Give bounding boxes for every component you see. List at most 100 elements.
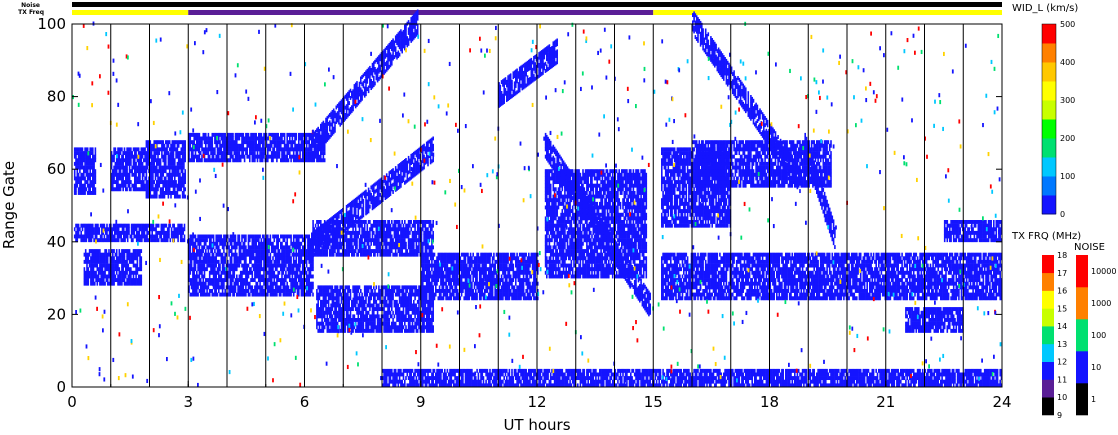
echo-cell bbox=[130, 162, 132, 166]
echo-cell bbox=[259, 271, 261, 275]
echo-cell bbox=[235, 289, 237, 293]
echo-cell bbox=[288, 285, 290, 289]
echo-cell bbox=[219, 249, 221, 253]
echo-cell bbox=[244, 242, 246, 246]
echo-cell bbox=[88, 278, 90, 282]
echo-cell bbox=[327, 253, 329, 257]
echo-cell bbox=[365, 245, 367, 249]
echo-cell bbox=[245, 235, 247, 239]
echo-cell bbox=[78, 231, 80, 235]
echo-cell bbox=[129, 166, 131, 170]
echo-cell bbox=[390, 224, 392, 228]
echo-cell bbox=[272, 285, 274, 289]
echo-cell bbox=[249, 282, 251, 286]
echo-cell bbox=[86, 238, 88, 242]
echo-cell bbox=[323, 329, 325, 333]
echo-cell bbox=[432, 235, 434, 239]
echo-cell bbox=[356, 238, 358, 242]
echo-cell bbox=[328, 289, 330, 293]
echo-cell bbox=[301, 242, 303, 246]
echo-cell bbox=[240, 158, 242, 162]
echo-cell bbox=[159, 151, 161, 155]
echo-cell bbox=[336, 307, 338, 311]
echo-cell bbox=[392, 318, 394, 322]
echo-cell bbox=[142, 177, 144, 181]
echo-cell bbox=[370, 296, 372, 300]
echo-cell bbox=[135, 173, 137, 177]
echo-cell bbox=[130, 158, 132, 162]
echo-cell bbox=[262, 285, 264, 289]
echo-cell bbox=[144, 147, 146, 151]
echo-cell bbox=[104, 224, 106, 228]
echo-cell bbox=[208, 249, 210, 253]
echo-cell bbox=[285, 278, 287, 282]
echo-cell bbox=[277, 275, 279, 279]
echo-cell bbox=[361, 224, 363, 228]
echo-cell bbox=[249, 155, 251, 159]
echo-cell bbox=[257, 282, 259, 286]
echo-cell bbox=[374, 318, 376, 322]
echo-cell bbox=[283, 271, 285, 275]
echo-cell bbox=[184, 144, 186, 148]
echo-cell bbox=[215, 256, 217, 260]
echo-cell bbox=[212, 137, 214, 141]
echo-cell bbox=[236, 275, 238, 279]
echo-cell bbox=[239, 137, 241, 141]
echo-cell bbox=[232, 133, 234, 137]
echo-cell bbox=[235, 249, 237, 253]
echo-cell bbox=[228, 245, 230, 249]
echo-cell bbox=[367, 227, 369, 231]
echo-cell bbox=[122, 155, 124, 159]
echo-cell bbox=[166, 147, 168, 151]
echo-cell bbox=[245, 238, 247, 242]
echo-cell bbox=[230, 158, 232, 162]
echo-cell bbox=[138, 147, 140, 151]
echo-cell bbox=[391, 300, 393, 304]
echo-cell bbox=[361, 238, 363, 242]
echo-cell bbox=[147, 166, 149, 170]
echo-cell bbox=[279, 238, 281, 242]
echo-cell bbox=[190, 249, 192, 253]
echo-cell bbox=[339, 238, 341, 242]
echo-cell bbox=[290, 249, 292, 253]
echo-cell bbox=[276, 158, 278, 162]
echo-cell bbox=[338, 249, 340, 253]
echo-cell bbox=[350, 314, 352, 318]
echo-cell bbox=[93, 162, 95, 166]
echo-cell bbox=[302, 137, 304, 141]
echo-cell bbox=[312, 224, 314, 228]
echo-cell bbox=[296, 260, 298, 264]
echo-cell bbox=[141, 264, 143, 268]
echo-cell bbox=[153, 144, 155, 148]
echo-cell bbox=[418, 242, 420, 246]
echo-cell bbox=[370, 253, 372, 257]
echo-cell bbox=[323, 307, 325, 311]
echo-cell bbox=[113, 256, 115, 260]
echo-cell bbox=[131, 151, 133, 155]
echo-cell bbox=[315, 224, 317, 228]
echo-cell bbox=[231, 242, 233, 246]
echo-cell bbox=[289, 137, 291, 141]
echo-cell bbox=[319, 325, 321, 329]
echo-cell bbox=[321, 318, 323, 322]
echo-cell bbox=[173, 151, 175, 155]
echo-cell bbox=[143, 173, 145, 177]
echo-cell bbox=[316, 325, 318, 329]
echo-cell bbox=[184, 158, 186, 162]
echo-cell bbox=[103, 278, 105, 282]
echo-cell bbox=[204, 289, 206, 293]
echo-cell bbox=[95, 155, 97, 159]
echo-cell bbox=[368, 242, 370, 246]
echo-cell bbox=[157, 235, 159, 239]
echo-cell bbox=[413, 242, 415, 246]
echo-cell bbox=[200, 242, 202, 246]
echo-cell bbox=[153, 180, 155, 184]
echo-cell bbox=[201, 158, 203, 162]
echo-cell bbox=[427, 227, 429, 231]
echo-cell bbox=[389, 307, 391, 311]
echo-cell bbox=[368, 311, 370, 315]
echo-cell bbox=[116, 249, 118, 253]
echo-cell bbox=[312, 293, 314, 297]
echo-cell bbox=[341, 293, 343, 297]
echo-cell bbox=[298, 238, 300, 242]
